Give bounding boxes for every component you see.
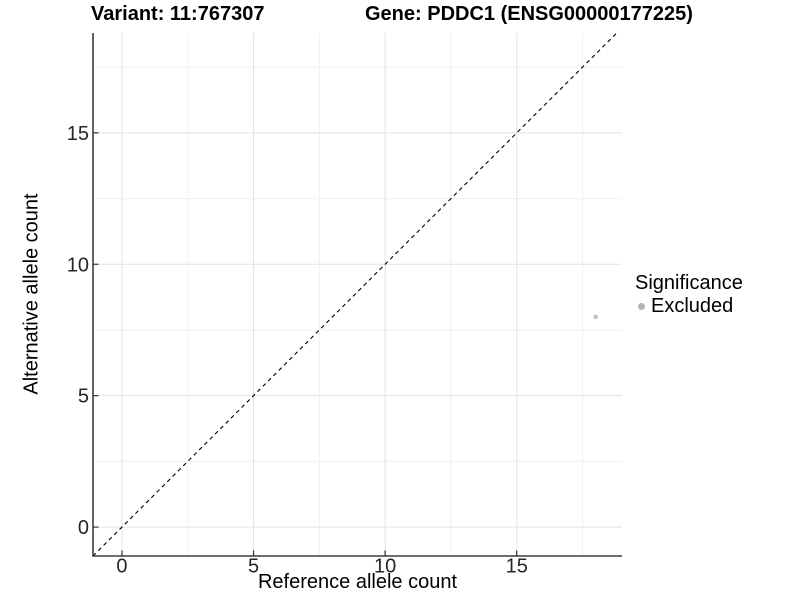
- x-tick-label: 15: [506, 556, 528, 578]
- x-tick-label: 10: [374, 556, 396, 578]
- y-tick-label: 0: [78, 517, 89, 539]
- identity-diagonal-line: [92, 32, 618, 557]
- y-tick-label: 15: [67, 123, 89, 145]
- legend-title: Significance: [635, 272, 743, 294]
- legend: Significance Excluded: [635, 272, 743, 318]
- x-axis-title: Reference allele count: [257, 571, 457, 593]
- excluded-point-icon: [638, 303, 645, 310]
- legend-item-excluded: Excluded: [635, 295, 743, 318]
- x-tick-label: 0: [116, 556, 127, 578]
- y-tick-label: 10: [67, 254, 89, 276]
- plot-title-variant: Variant: 11:767307: [91, 3, 265, 25]
- x-tick-label: 5: [248, 556, 259, 578]
- legend-item-label: Excluded: [651, 295, 734, 317]
- y-tick-label: 5: [78, 386, 89, 408]
- y-axis-title: Alternative allele count: [20, 193, 43, 395]
- data-point-excluded: [593, 314, 598, 320]
- plot-title-gene: Gene: PDDC1 (ENSG00000177225): [365, 3, 693, 25]
